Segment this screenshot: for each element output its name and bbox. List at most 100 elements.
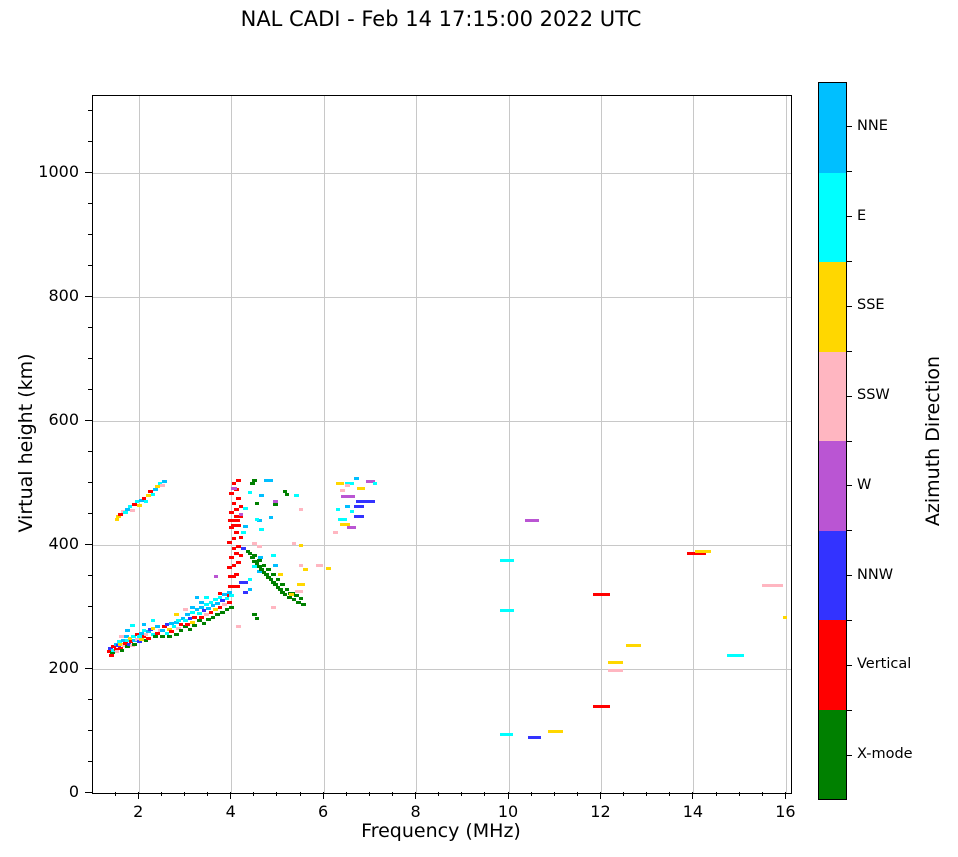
x-tick-label: 2 [133,802,144,821]
x-axis-minor-tick [183,792,185,796]
data-point-W [340,495,350,499]
gridline-horizontal [93,420,791,422]
data-point-SSW [607,669,623,673]
y-tick-label: 1000 [38,162,79,182]
data-point-E [217,595,223,599]
data-point-E [111,649,117,652]
data-point-E [183,619,188,623]
data-point-NNE [258,556,263,560]
data-point-V [111,645,117,649]
x-axis-tick [599,792,601,799]
colorbar-category-label: Vertical [857,656,912,673]
data-point-X [132,642,137,646]
data-point-NNE [199,605,204,609]
x-axis-minor-tick [530,792,532,796]
data-point-X [296,600,301,604]
data-point-NNE [194,596,200,600]
data-point-NNE [206,606,211,610]
x-axis-minor-tick [553,792,555,796]
data-point-X [254,562,260,566]
x-axis-minor-tick [160,792,162,796]
x-axis-tick [322,792,324,799]
data-point-SSE [136,504,142,508]
y-axis-tick [85,667,92,669]
plot-area [92,95,792,794]
y-axis-tick [85,419,92,421]
y-axis-minor-tick [88,605,92,607]
colorbar-category-label: NNE [857,117,888,134]
data-point-V [192,615,197,619]
colorbar-tick [847,754,852,756]
data-point-V [593,704,610,708]
data-point-E [259,528,265,532]
data-point-SSE [695,549,712,553]
data-point-V [141,635,147,639]
data-point-NNE [354,477,359,481]
data-point-NNE [169,621,174,625]
y-axis-tick [85,543,92,545]
data-point-X [268,578,274,582]
data-point-SSE [114,518,120,522]
data-point-W [366,479,375,483]
colorbar-tick [847,664,852,666]
data-point-V [227,594,232,598]
data-point-SSE [277,573,283,577]
y-axis-minor-tick [88,140,92,142]
data-point-E [499,558,514,562]
data-point-E [338,518,347,522]
data-point-X [257,564,262,568]
data-point-X [259,568,265,572]
data-point-X [187,627,193,631]
colorbar-segment-sse [819,262,846,352]
colorbar-segment-e [819,172,846,262]
colorbar-boundary-tick [847,261,852,262]
gridline-vertical [785,96,787,793]
data-point-E [164,631,170,635]
data-point-V [199,615,204,619]
data-point-V [123,641,128,645]
data-point-V [141,496,147,500]
data-point-SSW [203,613,209,617]
y-tick-label: 400 [48,534,79,554]
data-point-NNE [120,639,126,643]
data-point-V [227,600,232,604]
data-point-X [166,635,172,639]
x-axis-minor-tick [299,792,301,796]
data-point-X [261,570,267,574]
data-point-SSE [626,644,642,648]
data-point-E [500,732,514,736]
data-point-NNE [125,507,130,511]
colorbar-category-label: X-mode [857,746,913,763]
data-point-E [372,481,378,485]
data-point-V [109,653,114,657]
data-point-V [134,632,140,636]
data-point-E [243,506,248,510]
y-axis-tick [85,791,92,793]
data-point-X [247,552,253,556]
y-axis-minor-tick [88,574,92,576]
data-point-SSW [762,583,783,587]
data-point-V [118,646,124,650]
data-point-X [264,573,269,577]
data-point-W [230,487,238,491]
y-axis-minor-tick [88,233,92,235]
data-point-SSE [146,494,151,498]
data-point-X [215,613,221,617]
data-point-V [231,537,237,541]
x-axis-minor-tick [391,792,393,796]
data-point-V [233,507,239,511]
data-point-E [131,635,136,639]
data-point-V [208,610,214,614]
data-point-SSW [119,635,124,639]
data-point-V [169,630,174,634]
data-point-X [282,489,288,493]
data-point-V [155,631,160,635]
data-point-SSE [173,613,179,617]
gridline-vertical [231,96,233,793]
colorbar-tick [847,395,852,397]
x-axis-minor-tick [669,792,671,796]
data-point-E [270,554,276,558]
data-point-E [150,632,156,636]
x-axis-tick [230,792,232,799]
data-point-NNE [190,605,195,609]
